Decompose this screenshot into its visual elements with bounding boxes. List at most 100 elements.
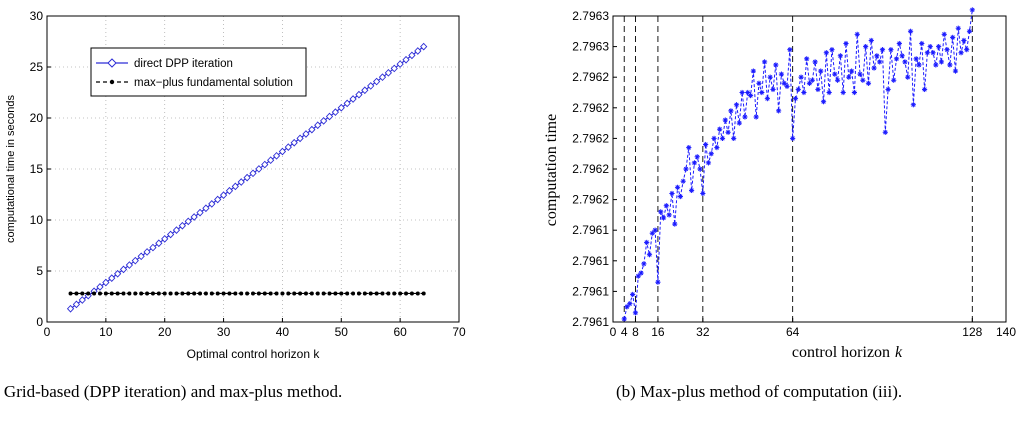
data-point: [290, 138, 298, 147]
data-point: [303, 291, 308, 296]
data-point: [694, 154, 700, 160]
legend-marker-maxplus: [109, 79, 115, 85]
data-point: [125, 261, 134, 269]
data-point: [674, 184, 681, 190]
data-point: [804, 56, 810, 62]
data-point: [705, 160, 712, 166]
data-point: [202, 204, 210, 213]
data-point: [421, 291, 426, 296]
x-tick-label: 0: [44, 325, 51, 339]
x-tick-label: 20: [158, 325, 172, 339]
data-point: [773, 62, 779, 68]
data-point: [905, 74, 911, 80]
data-point: [621, 316, 627, 322]
data-point: [408, 51, 416, 60]
data-point: [308, 125, 316, 134]
chart-b-vlines: [623, 16, 973, 322]
data-point: [66, 304, 75, 313]
x-tick-label: 64: [786, 325, 800, 339]
data-point: [178, 221, 186, 230]
data-point: [333, 291, 338, 296]
data-point: [378, 73, 387, 82]
y-tick-label: 2.7961: [572, 223, 609, 237]
data-point: [686, 144, 692, 151]
data-point: [944, 47, 950, 53]
data-point: [168, 291, 173, 296]
data-point: [885, 86, 891, 93]
data-point: [778, 71, 785, 77]
data-point: [739, 89, 745, 96]
data-point: [339, 291, 344, 296]
data-point: [162, 291, 167, 296]
x-tick-label: 30: [217, 325, 231, 339]
y-tick-label: 10: [30, 213, 44, 227]
data-point: [315, 291, 320, 296]
legend-marker-dpp: [107, 58, 117, 68]
data-point: [184, 217, 192, 226]
legend-box: [90, 47, 307, 97]
data-point: [764, 96, 770, 102]
data-point: [208, 200, 216, 208]
data-point: [114, 269, 122, 278]
data-point: [882, 129, 888, 135]
caption-a: ) Grid-based (DPP iteration) and max-plu…: [0, 382, 343, 401]
data-point: [292, 291, 297, 296]
data-point: [396, 60, 404, 68]
data-point: [404, 291, 409, 296]
data-point: [78, 296, 86, 304]
legend-label-maxplus: max−plus fundamental solution: [134, 77, 293, 89]
data-point: [384, 68, 392, 77]
data-point: [950, 34, 956, 41]
chart-a-xlabel: Optimal control horizon k: [187, 347, 321, 361]
data-point: [409, 291, 414, 296]
chart-b-series: [621, 7, 975, 322]
data-point: [958, 50, 964, 56]
data-point: [761, 59, 768, 65]
data-point: [96, 283, 104, 291]
data-point: [337, 103, 345, 112]
x-tick-label: 16: [651, 325, 665, 339]
data-point: [933, 62, 939, 68]
data-point: [868, 37, 874, 44]
data-point: [795, 86, 801, 93]
data-point: [233, 291, 238, 296]
data-point: [753, 114, 759, 120]
caption-b: (b) Max-plus method of computation (iii)…: [616, 382, 903, 401]
data-point: [414, 47, 422, 55]
data-point: [938, 59, 945, 65]
data-point: [302, 130, 310, 138]
data-point: [127, 291, 132, 296]
data-point: [121, 291, 126, 296]
data-point: [896, 40, 902, 47]
y-tick-label: 2.7961: [572, 315, 609, 329]
data-point: [790, 135, 796, 141]
data-point: [398, 291, 403, 296]
data-point: [345, 291, 350, 296]
data-point: [731, 135, 737, 141]
data-point: [198, 291, 203, 296]
data-point: [907, 28, 914, 34]
data-point: [284, 143, 292, 151]
data-point: [857, 71, 863, 77]
data-point: [689, 187, 695, 194]
data-point: [759, 89, 765, 96]
data-point: [874, 53, 880, 59]
data-point: [298, 291, 303, 296]
x-tick-label: 32: [696, 325, 710, 339]
data-point: [691, 160, 698, 166]
chart-b-xlabel-var: k: [895, 344, 903, 361]
data-point: [325, 112, 334, 121]
data-point: [719, 135, 726, 141]
data-point: [343, 99, 351, 108]
data-point: [728, 108, 734, 114]
x-tick-label: 128: [962, 325, 982, 339]
data-point: [860, 77, 866, 83]
data-point: [849, 68, 855, 74]
data-point: [646, 252, 653, 258]
data-point: [139, 291, 144, 296]
data-point: [196, 208, 204, 217]
data-point: [627, 301, 633, 307]
data-point: [733, 102, 740, 108]
data-point: [72, 300, 81, 309]
data-point: [274, 291, 279, 296]
